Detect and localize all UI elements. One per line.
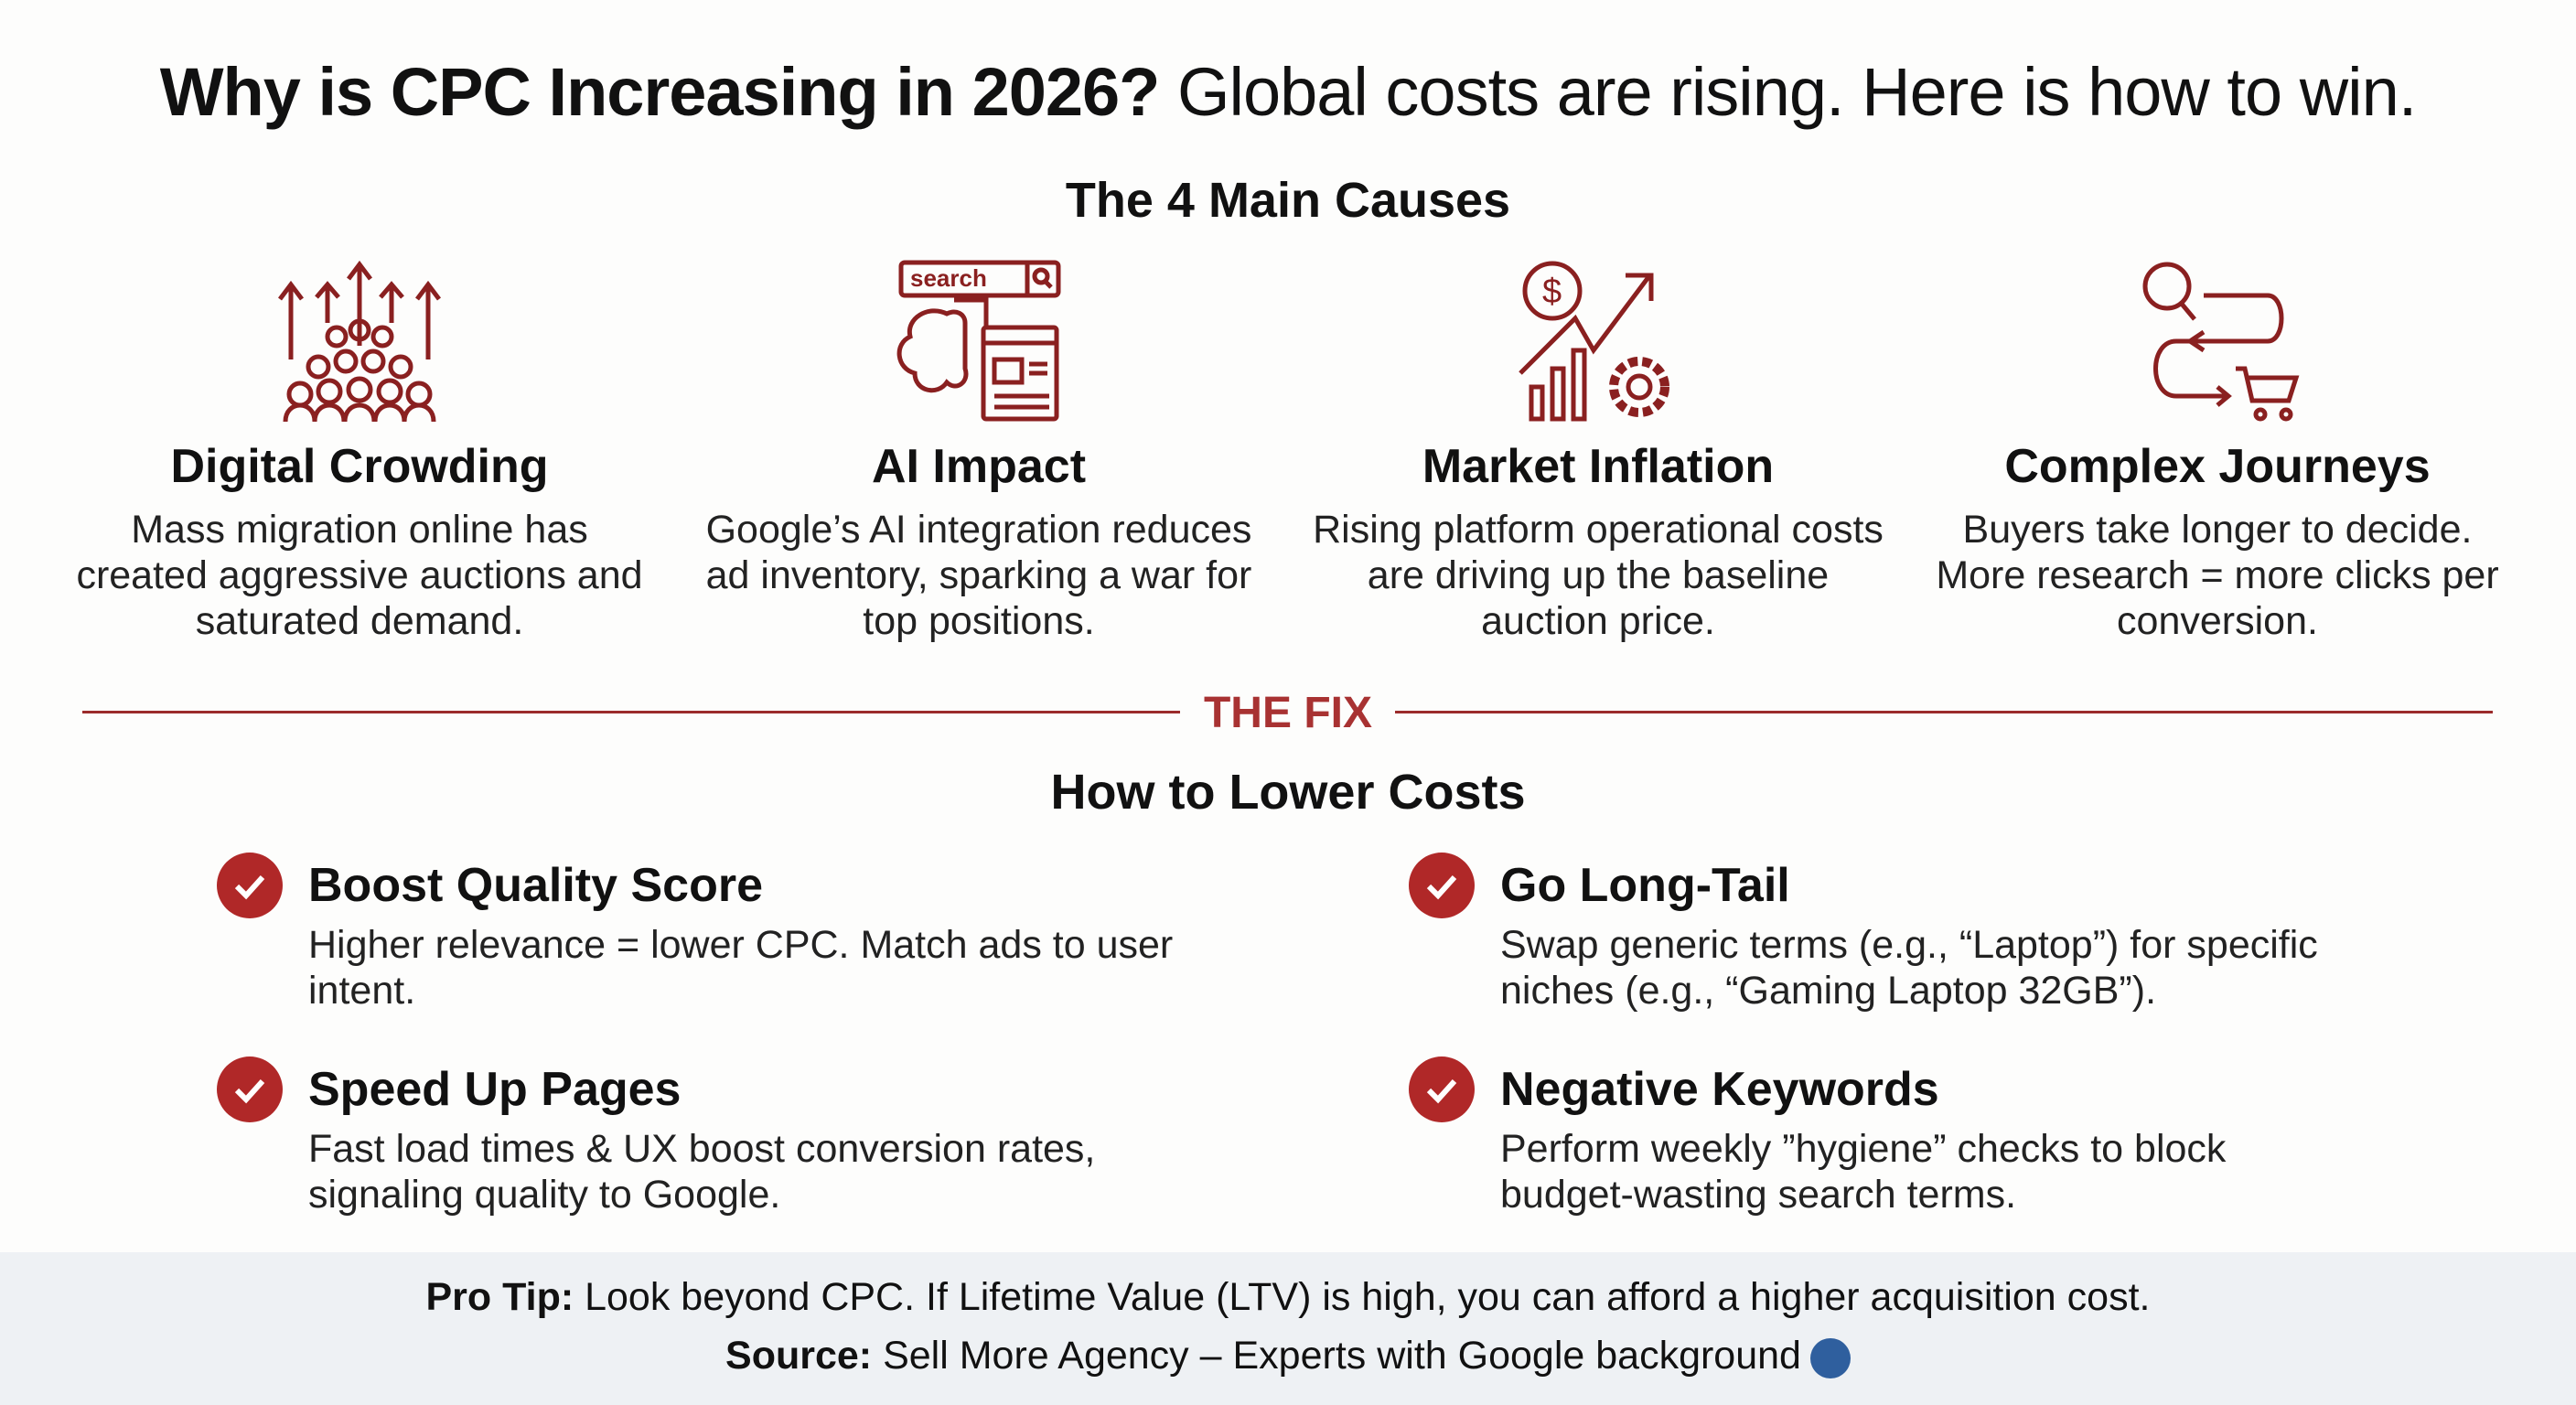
cause-title: AI Impact bbox=[871, 440, 1087, 493]
check-icon bbox=[1409, 1056, 1475, 1122]
journey-cart-icon bbox=[2142, 262, 2300, 422]
crowd-arrows-icon bbox=[278, 260, 441, 423]
cause-title: Digital Crowding bbox=[170, 440, 549, 493]
causes-heading: The 4 Main Causes bbox=[1065, 173, 1511, 228]
search-icon-text: search bbox=[910, 264, 987, 292]
source-label: Source: bbox=[725, 1334, 873, 1378]
cause-desc: Mass migration online has created aggres… bbox=[76, 508, 643, 643]
fix-title: Negative Keywords bbox=[1500, 1063, 1939, 1116]
market-growth-gear-icon: $ bbox=[1519, 261, 1669, 422]
cause-ai-impact: AI Impact Google’s AI integration reduces… bbox=[686, 439, 1272, 644]
agency-logo-icon bbox=[1809, 1337, 1851, 1378]
check-icon bbox=[1409, 853, 1475, 918]
pro-tip: Pro Tip: Look beyond CPC. If Lifetime Va… bbox=[0, 1275, 2576, 1320]
pro-tip-text: Look beyond CPC. If Lifetime Value (LTV)… bbox=[574, 1275, 2151, 1319]
fix-title: Speed Up Pages bbox=[308, 1063, 682, 1116]
source-text: Sell More Agency – Experts with Google b… bbox=[872, 1334, 1801, 1378]
svg-text:$: $ bbox=[1542, 273, 1562, 311]
fix-title: Go Long-Tail bbox=[1500, 859, 1790, 912]
footer-panel bbox=[0, 1252, 2576, 1405]
search-brain-icon: search bbox=[892, 259, 1066, 424]
fix-speed-up-pages: Speed Up Pages Fast load times & UX boost… bbox=[217, 1056, 1223, 1217]
fix-negative-keywords: Negative Keywords Perform weekly ”hygiene… bbox=[1409, 1056, 2415, 1217]
divider-left bbox=[82, 711, 1180, 713]
cause-desc: Google’s AI integration reduces ad inven… bbox=[705, 508, 1252, 643]
pro-tip-label: Pro Tip: bbox=[425, 1275, 574, 1319]
cause-title: Market Inflation bbox=[1422, 440, 1775, 493]
cause-digital-crowding: Digital Crowding Mass migration online ha… bbox=[67, 439, 652, 644]
check-icon bbox=[217, 853, 283, 918]
cause-complex-journeys: Complex Journeys Buyers take longer to de… bbox=[1925, 439, 2510, 644]
title-bold: Why is CPC Increasing in 2026? bbox=[159, 54, 1161, 130]
fix-long-tail: Go Long-Tail Swap generic terms (e.g., “L… bbox=[1409, 853, 2415, 1014]
fixes-heading: How to Lower Costs bbox=[1050, 765, 1526, 820]
fix-desc: Fast load times & UX boost conversion ra… bbox=[308, 1127, 1096, 1217]
fix-quality-score: Boost Quality Score Higher relevance = lo… bbox=[217, 853, 1223, 1014]
check-icon bbox=[217, 1056, 283, 1122]
fix-desc: Perform weekly ”hygiene” checks to block… bbox=[1500, 1127, 2227, 1217]
fix-desc: Higher relevance = lower CPC. Match ads … bbox=[308, 923, 1174, 1013]
cause-title: Complex Journeys bbox=[2004, 440, 2431, 493]
page-title: Why is CPC Increasing in 2026? Global co… bbox=[0, 53, 2576, 131]
divider-right bbox=[1395, 711, 2493, 713]
cause-desc: Buyers take longer to decide. More resea… bbox=[1936, 508, 2499, 643]
cause-market-inflation: Market Inflation Rising platform operatio… bbox=[1305, 439, 1891, 644]
cause-desc: Rising platform operational costs are dr… bbox=[1313, 508, 1884, 643]
divider-label: THE FIX bbox=[1203, 689, 1372, 737]
title-rest: Global costs are rising. Here is how to … bbox=[1159, 54, 2417, 130]
fix-title: Boost Quality Score bbox=[308, 859, 763, 912]
source: Source: Sell More Agency – Experts with … bbox=[0, 1334, 2576, 1378]
fix-desc: Swap generic terms (e.g., “Laptop”) for … bbox=[1500, 923, 2318, 1013]
